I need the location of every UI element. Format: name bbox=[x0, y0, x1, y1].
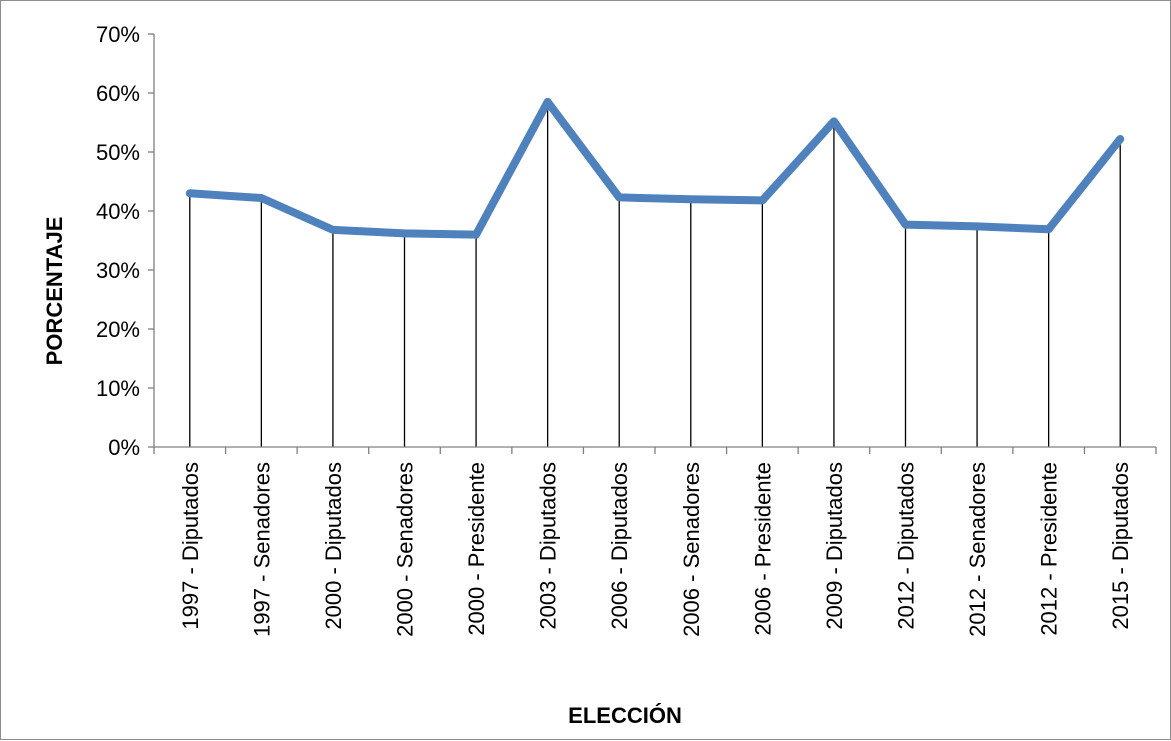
y-tick-label: 60% bbox=[96, 81, 140, 106]
data-point bbox=[473, 232, 479, 238]
y-tick-labels: 0% 10% 20% 30% 40% 50% 60% 70% bbox=[96, 22, 140, 460]
x-tick-label: 1997 - Diputados bbox=[178, 462, 203, 630]
x-tick-label: 1997 - Senadores bbox=[249, 462, 274, 637]
y-tick-label: 10% bbox=[96, 376, 140, 401]
x-tick-label: 2006 - Senadores bbox=[679, 462, 704, 637]
x-tick-label: 2009 - Diputados bbox=[822, 462, 847, 630]
drop-lines bbox=[189, 101, 1121, 447]
x-tick-label: 2012 - Diputados bbox=[894, 462, 919, 630]
data-point bbox=[1046, 226, 1052, 232]
x-tick-labels: 1997 - Diputados 1997 - Senadores 2000 - D… bbox=[178, 462, 1133, 637]
x-tick-label: 2006 - Presidente bbox=[750, 462, 775, 636]
x-tick-label: 2012 - Presidente bbox=[1037, 462, 1062, 636]
data-point bbox=[1117, 136, 1123, 142]
y-axis-title: PORCENTAJE bbox=[42, 217, 67, 366]
x-tick-label: 2000 - Diputados bbox=[321, 462, 346, 630]
x-tick-label: 2000 - Senadores bbox=[393, 462, 418, 637]
series-line bbox=[185, 97, 1125, 239]
y-tick-label: 70% bbox=[96, 22, 140, 47]
y-tick-label: 50% bbox=[96, 140, 140, 165]
y-tick-label: 20% bbox=[96, 317, 140, 342]
x-tick-label: 2006 - Diputados bbox=[607, 462, 632, 630]
y-tick-label: 30% bbox=[96, 258, 140, 283]
data-point bbox=[545, 99, 551, 105]
data-point bbox=[616, 194, 622, 200]
data-point bbox=[903, 222, 908, 228]
data-point bbox=[688, 196, 694, 202]
x-tick-label: 2000 - Presidente bbox=[464, 462, 489, 636]
x-tick-label: 2015 - Diputados bbox=[1108, 462, 1133, 630]
data-point bbox=[330, 227, 336, 233]
axes bbox=[148, 33, 1157, 454]
x-tick-label: 2012 - Senadores bbox=[965, 462, 990, 637]
data-point bbox=[759, 197, 765, 203]
data-point bbox=[187, 190, 193, 196]
series bbox=[185, 97, 1125, 239]
x-tick-label: 2003 - Diputados bbox=[536, 462, 561, 630]
data-point bbox=[258, 195, 264, 201]
y-tick-label: 0% bbox=[108, 435, 140, 460]
data-point bbox=[831, 118, 837, 124]
x-axis-title: ELECCIÓN bbox=[568, 703, 682, 728]
data-point bbox=[402, 230, 407, 236]
data-point bbox=[974, 223, 980, 229]
y-tick-label: 40% bbox=[96, 199, 140, 224]
